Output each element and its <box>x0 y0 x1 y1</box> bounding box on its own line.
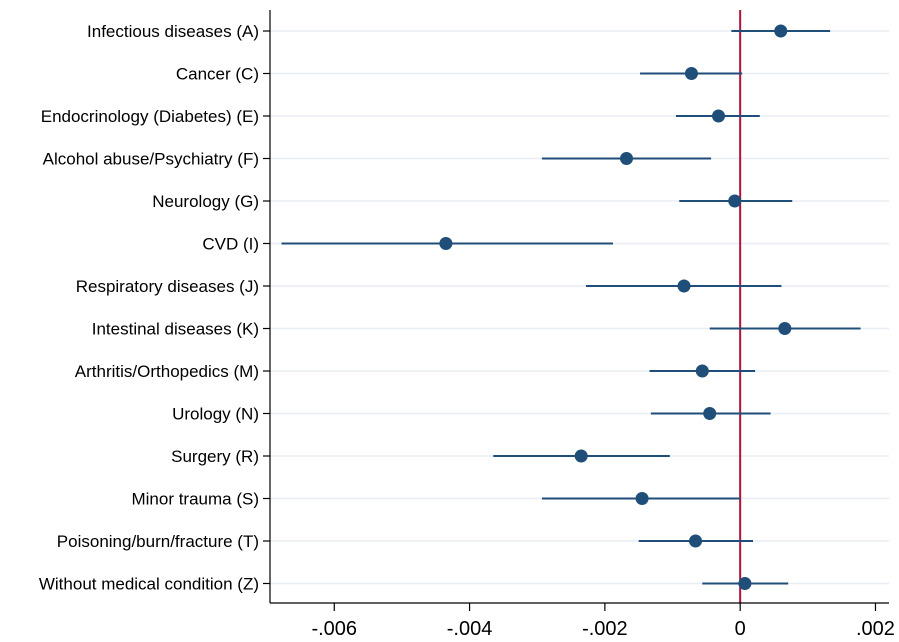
category-label: Without medical condition (Z) <box>39 575 259 594</box>
x-tick-label: .002 <box>856 618 895 640</box>
point-estimates <box>439 24 792 590</box>
point-estimate <box>689 534 703 548</box>
point-estimate <box>677 279 691 293</box>
x-tick-label: 0 <box>735 618 746 640</box>
point-estimate <box>703 407 717 420</box>
grid-lines <box>270 30 889 585</box>
category-label: Infectious diseases (A) <box>87 22 259 41</box>
category-label: Minor trauma (S) <box>131 490 259 509</box>
point-estimate <box>574 449 588 463</box>
point-estimate <box>738 577 752 590</box>
point-estimate <box>778 322 792 335</box>
x-tick-label: -.004 <box>447 618 493 640</box>
category-label: Respiratory diseases (J) <box>76 277 259 296</box>
axes <box>263 10 889 604</box>
category-label: Urology (N) <box>172 405 259 424</box>
category-label: Neurology (G) <box>152 192 259 211</box>
point-estimate <box>620 152 634 165</box>
category-label: Alcohol abuse/Psychiatry (F) <box>43 150 259 169</box>
category-label: Surgery (R) <box>171 447 259 466</box>
point-estimate <box>439 237 453 250</box>
category-label: Arthritis/Orthopedics (M) <box>75 362 259 381</box>
confidence-intervals <box>281 30 861 585</box>
x-tick-label: -.006 <box>311 618 357 640</box>
category-label: CVD (I) <box>202 235 259 254</box>
point-estimate <box>635 492 649 505</box>
category-label: Poisoning/burn/fracture (T) <box>57 532 259 551</box>
category-label: Intestinal diseases (K) <box>92 320 259 339</box>
point-estimate <box>774 24 788 38</box>
point-estimate <box>712 109 726 123</box>
category-labels: Infectious diseases (A) Cancer (C) Endocri… <box>39 22 259 594</box>
category-label: Endocrinology (Diabetes) (E) <box>41 107 259 126</box>
x-axis-ticks: -.006 -.004 -.002 0 .002 <box>311 603 895 640</box>
point-estimate <box>684 67 698 80</box>
x-tick-label: -.002 <box>582 618 628 640</box>
point-estimate <box>695 364 709 378</box>
category-label: Cancer (C) <box>176 65 259 84</box>
point-estimate <box>728 194 742 208</box>
